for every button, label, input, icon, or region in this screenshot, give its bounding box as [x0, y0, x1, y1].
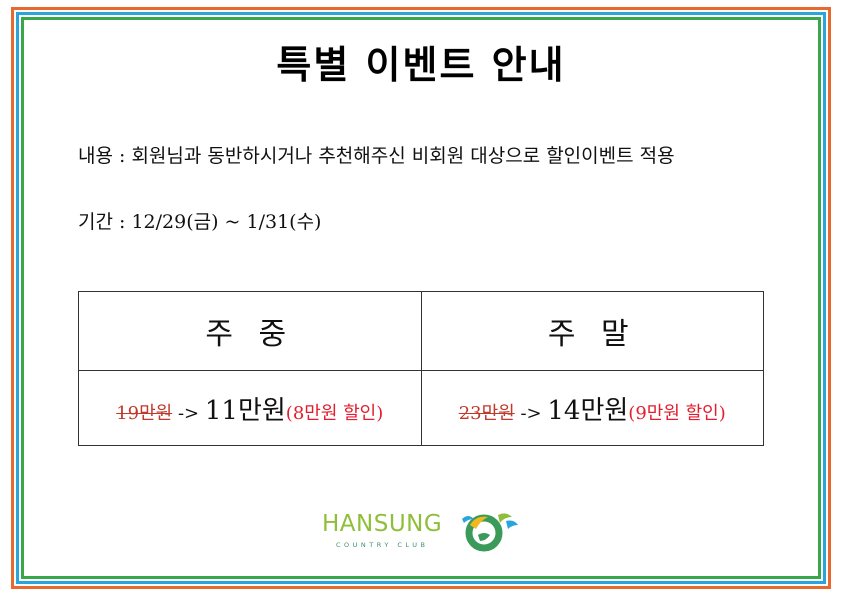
weekday-header: 주 중 — [78, 291, 422, 371]
event-content-text: 내용 : 회원님과 동반하시거나 추천해주신 비회원 대상으로 할인이벤트 적용 — [78, 145, 675, 167]
weekday-price-cell: 19만원 -> 11만원(8만원 할인) — [78, 370, 422, 446]
weekday-old-price: 19만원 — [116, 402, 173, 424]
inner-green-border — [21, 17, 821, 579]
weekend-discount: (9만원 할인) — [628, 402, 726, 424]
weekday-arrow: -> — [172, 402, 205, 424]
page-title: 특별 이벤트 안내 — [276, 43, 566, 87]
pricing-table: 주 중 주 말 19만원 -> 11만원(8만원 할인) 23만원 -> 14만… — [78, 291, 764, 446]
weekday-discount: (8만원 할인) — [285, 402, 384, 424]
hansung-logo: HANSUNG COUNTRY CLUB — [322, 503, 522, 559]
logo-name: HANSUNG — [322, 511, 443, 537]
event-period-text: 기간 : 12/29(금) ~ 1/31(수) — [78, 211, 322, 233]
weekend-header: 주 말 — [420, 291, 764, 371]
outer-orange-border — [11, 7, 831, 589]
weekend-new-price: 14만원 — [547, 395, 629, 426]
weekend-arrow: -> — [514, 402, 548, 424]
middle-blue-border — [16, 12, 826, 584]
hansung-emblem-icon — [462, 513, 518, 552]
weekday-new-price: 11만원 — [204, 395, 286, 426]
logo-subtitle: COUNTRY CLUB — [336, 541, 429, 549]
weekend-price-cell: 23만원 -> 14만원(9만원 할인) — [420, 370, 764, 446]
weekend-old-price: 23만원 — [458, 402, 515, 424]
